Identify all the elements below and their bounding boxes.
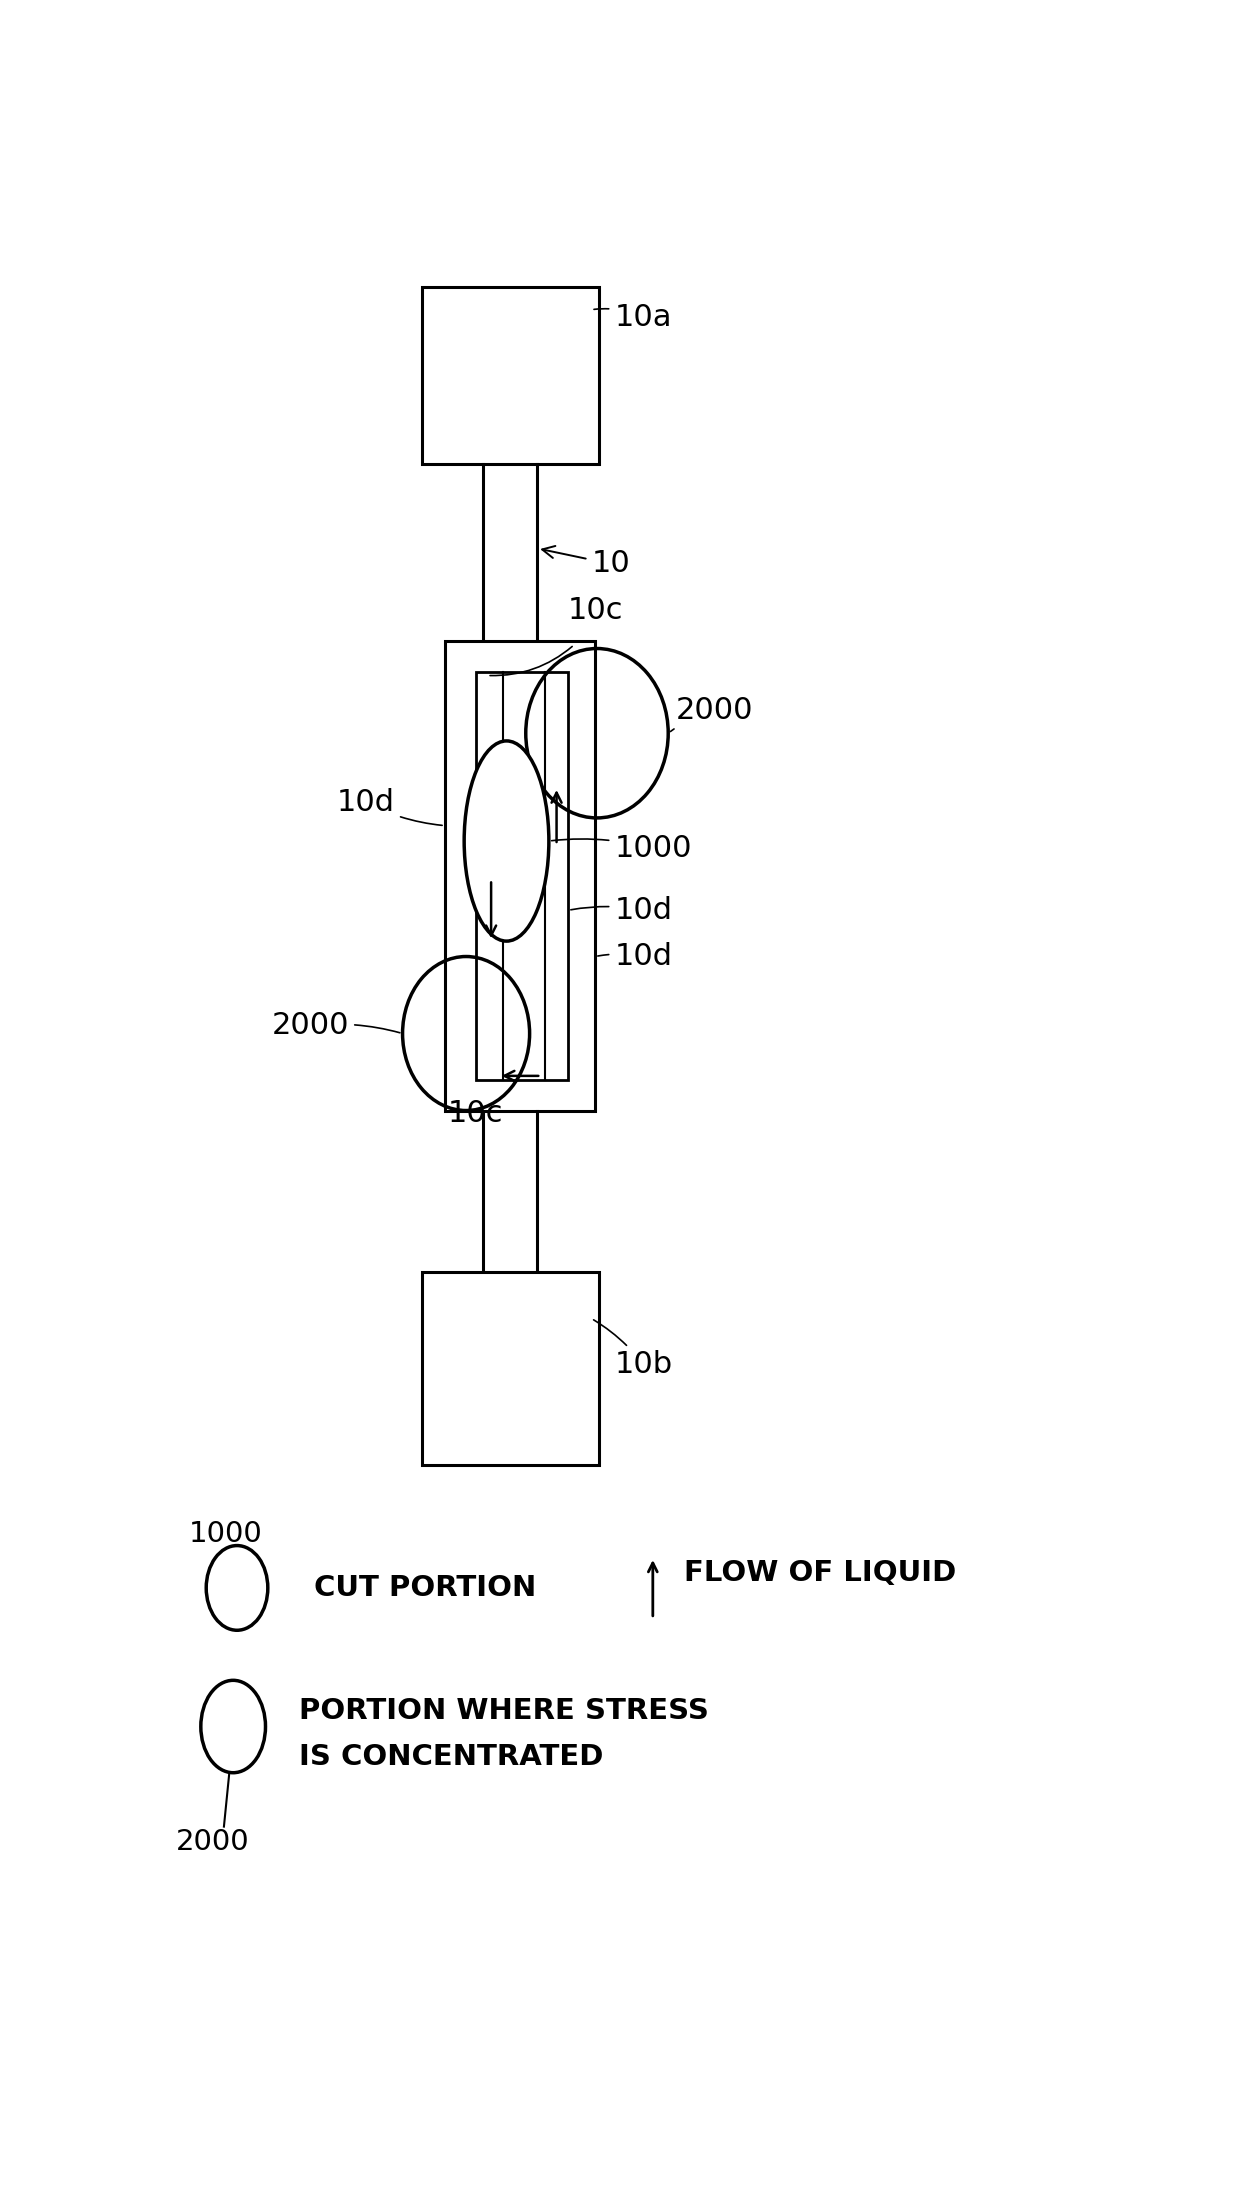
Text: 1000: 1000 bbox=[552, 834, 692, 863]
Text: 10a: 10a bbox=[594, 303, 671, 332]
Text: 1000: 1000 bbox=[188, 1520, 262, 1548]
Text: IS CONCENTRATED: IS CONCENTRATED bbox=[299, 1744, 602, 1772]
Bar bbox=[476, 672, 569, 1080]
Ellipse shape bbox=[206, 1546, 267, 1629]
Text: 10d: 10d bbox=[597, 942, 673, 971]
Text: FLOW OF LIQUID: FLOW OF LIQUID bbox=[684, 1559, 956, 1586]
Bar bbox=[446, 641, 595, 1111]
Text: 10b: 10b bbox=[594, 1320, 673, 1379]
Text: 10c: 10c bbox=[569, 597, 624, 626]
Bar bbox=[422, 1271, 599, 1465]
Text: 2000: 2000 bbox=[271, 1012, 400, 1041]
Bar bbox=[422, 288, 599, 463]
Text: 2000: 2000 bbox=[176, 1827, 250, 1856]
Text: 2000: 2000 bbox=[670, 696, 753, 731]
Text: 10d: 10d bbox=[571, 896, 673, 925]
Text: 10: 10 bbox=[542, 547, 630, 578]
Text: PORTION WHERE STRESS: PORTION WHERE STRESS bbox=[299, 1698, 709, 1726]
Ellipse shape bbox=[464, 740, 548, 942]
Text: 10c: 10c bbox=[448, 1098, 503, 1129]
Text: CUT PORTION: CUT PORTION bbox=[314, 1575, 536, 1601]
Text: 10d: 10d bbox=[338, 788, 442, 826]
